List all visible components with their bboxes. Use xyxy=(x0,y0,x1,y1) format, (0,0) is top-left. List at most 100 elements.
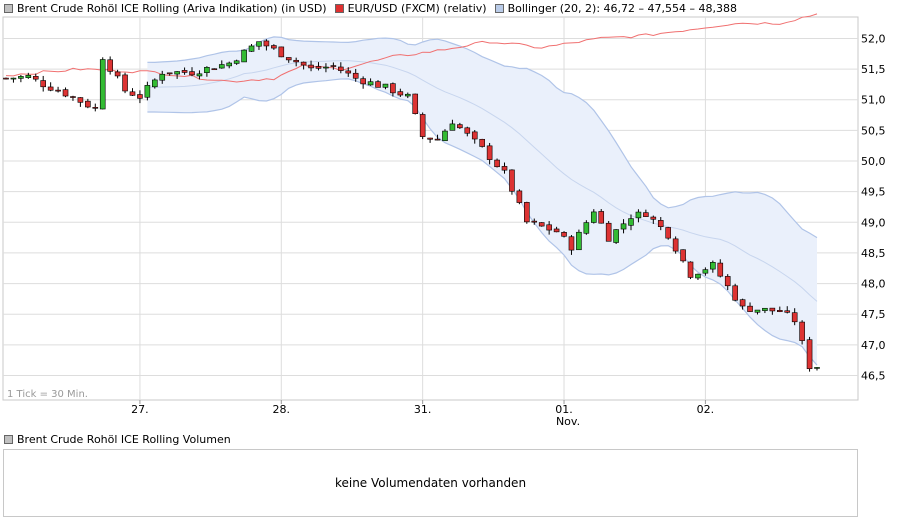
eurusd-series xyxy=(5,13,818,83)
x-tick-label: 31. xyxy=(414,403,432,416)
candle-body xyxy=(613,229,619,243)
candle xyxy=(114,69,121,79)
y-tick-label: 50,5 xyxy=(861,124,886,137)
candle xyxy=(32,73,39,82)
candle-body xyxy=(85,100,91,108)
y-tick-label: 48,5 xyxy=(861,247,886,260)
candle-body xyxy=(806,339,813,370)
legend-item-eurusd[interactable]: EUR/USD (FXCM) (relativ) xyxy=(334,1,487,15)
candle xyxy=(553,226,560,233)
candle xyxy=(18,75,24,83)
candle-body xyxy=(233,60,240,64)
candle xyxy=(710,260,716,273)
candle-body xyxy=(390,83,396,94)
candle-body xyxy=(643,212,649,217)
candle xyxy=(404,92,411,99)
candle xyxy=(3,77,9,80)
candle xyxy=(799,320,805,345)
candle-body xyxy=(516,190,523,203)
candle xyxy=(702,267,709,276)
candle xyxy=(501,162,508,174)
candle xyxy=(791,308,798,326)
candle xyxy=(360,76,366,89)
candle-body xyxy=(99,59,106,110)
candle-body xyxy=(494,159,500,168)
candle xyxy=(256,41,262,50)
candle-body xyxy=(553,228,560,233)
candle-body xyxy=(776,310,783,312)
legend-label: Bollinger (20, 2): 46,72 – 47,554 – 48,3… xyxy=(507,1,737,15)
candle xyxy=(643,209,649,217)
candle-body xyxy=(25,74,32,78)
candle xyxy=(486,142,493,165)
candle xyxy=(382,83,389,90)
candle-body xyxy=(769,307,776,312)
candle-body xyxy=(32,76,39,80)
candle-body xyxy=(55,89,61,92)
legend-item-brent[interactable]: Brent Crude Rohöl ICE Rolling (Ariva Ind… xyxy=(4,2,327,15)
candle xyxy=(323,63,329,73)
candle-body xyxy=(330,65,337,67)
candle xyxy=(166,72,173,76)
candle xyxy=(315,62,322,71)
candle xyxy=(375,80,381,88)
candle-body xyxy=(464,127,471,134)
bollinger-middle-line xyxy=(147,60,818,302)
candle xyxy=(457,122,463,129)
candle-body xyxy=(10,77,17,80)
legend-swatch xyxy=(4,3,13,13)
candle xyxy=(330,62,337,70)
candle-body xyxy=(77,97,84,103)
candle xyxy=(680,249,686,263)
candle-body xyxy=(784,310,791,313)
candle-body xyxy=(479,138,485,147)
candle xyxy=(352,68,359,82)
candle-body xyxy=(300,61,307,66)
candle xyxy=(40,75,47,92)
candle xyxy=(308,60,314,72)
candle-body xyxy=(412,93,419,114)
legend-item-bollinger[interactable]: Bollinger (20, 2): 46,72 – 47,554 – 48,3… xyxy=(494,1,737,15)
candle-body xyxy=(211,68,218,71)
candle-body xyxy=(762,307,768,311)
x-tick-label: 27. xyxy=(131,403,149,416)
x-tick-label: 01. xyxy=(555,403,573,416)
candle-body xyxy=(256,41,262,47)
candle xyxy=(263,39,270,51)
candle-body xyxy=(635,211,642,219)
volume-panel: keine Volumendaten vorhanden xyxy=(3,449,858,517)
y-tick-label: 52,0 xyxy=(861,32,886,45)
candle xyxy=(739,298,746,310)
candle xyxy=(226,61,233,69)
candle xyxy=(62,87,69,98)
chart-legend: Brent Crude Rohöl ICE Rolling (Ariva Ind… xyxy=(4,1,745,15)
candle xyxy=(695,273,701,281)
volume-legend[interactable]: Brent Crude Rohöl ICE Rolling Volumen xyxy=(4,433,231,446)
candle xyxy=(419,112,426,140)
candle-body xyxy=(576,231,582,251)
candle xyxy=(531,218,538,225)
candle xyxy=(471,130,478,144)
candle-body xyxy=(338,66,344,71)
candle xyxy=(464,126,471,137)
candle-body xyxy=(70,96,76,98)
candle-body xyxy=(791,312,798,323)
candle-body xyxy=(404,93,411,97)
candle-body xyxy=(241,49,247,63)
candle-body xyxy=(181,70,188,73)
candle xyxy=(122,72,128,94)
candle-body xyxy=(546,224,552,231)
candle xyxy=(85,98,91,109)
candle-body xyxy=(457,124,463,129)
candle-body xyxy=(680,249,686,262)
candle xyxy=(196,70,203,80)
volume-legend-label: Brent Crude Rohöl ICE Rolling Volumen xyxy=(17,433,231,446)
candle xyxy=(672,236,679,254)
candle xyxy=(762,307,768,314)
candle xyxy=(568,235,575,255)
candle-body xyxy=(144,85,151,98)
candle-body xyxy=(538,222,545,227)
legend-label: EUR/USD (FXCM) (relativ) xyxy=(347,1,487,15)
candle-body xyxy=(471,131,478,140)
legend-label: Brent Crude Rohöl ICE Rolling (Ariva Ind… xyxy=(17,1,327,15)
